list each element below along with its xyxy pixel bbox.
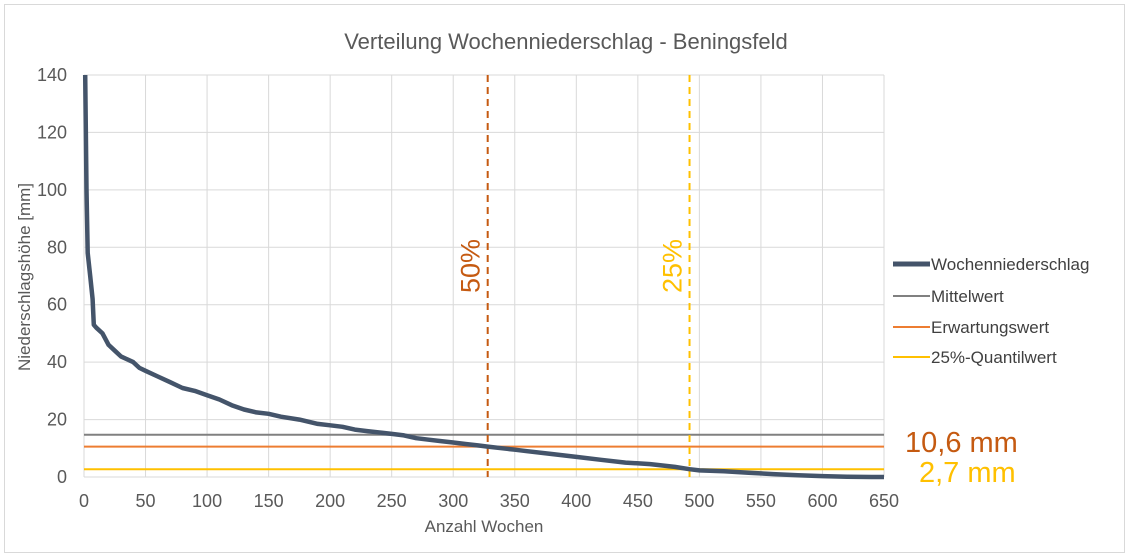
x-tick-label: 0 (79, 491, 89, 511)
value-annotation: 2,7 mm (919, 457, 1016, 489)
x-axis-title: Anzahl Wochen (425, 517, 544, 536)
y-tick-label: 120 (37, 122, 67, 142)
x-tick-label: 400 (561, 491, 591, 511)
y-tick-label: 0 (57, 467, 67, 487)
percentile-marker-label: 25% (658, 239, 688, 293)
x-tick-label: 350 (500, 491, 530, 511)
y-tick-label: 100 (37, 180, 67, 200)
grid (83, 74, 885, 478)
reference-lines (84, 433, 884, 471)
percentile-markers: 50% 25% (456, 75, 691, 477)
legend-label: Wochenniederschlag (931, 255, 1089, 274)
legend-label: Mittelwert (931, 287, 1004, 306)
x-tick-label: 500 (684, 491, 714, 511)
percentile-marker-label: 50% (456, 239, 486, 293)
x-tick-label: 250 (377, 491, 407, 511)
annotations: 10,6 mm2,7 mm (905, 427, 1018, 489)
legend: Wochenniederschlag Mittelwert Erwartungswe… (893, 255, 1089, 367)
legend-label: Erwartungswert (931, 318, 1049, 337)
x-tick-label: 50 (136, 491, 156, 511)
y-tick-label: 140 (37, 65, 67, 85)
chart-title: Verteilung Wochenniederschlag - Beningsf… (344, 29, 788, 54)
value-annotation: 10,6 mm (905, 427, 1018, 459)
series-layer (82, 74, 884, 480)
x-tick-label: 100 (192, 491, 222, 511)
legend-label: 25%-Quantilwert (931, 348, 1057, 367)
y-tick-label: 80 (47, 237, 67, 257)
y-tick-label: 20 (47, 410, 67, 430)
x-tick-label: 550 (746, 491, 776, 511)
x-tick-label: 300 (438, 491, 468, 511)
x-tick-label: 150 (254, 491, 284, 511)
x-tick-label: 650 (869, 491, 899, 511)
y-axis-title: Niederschlagshöhe [mm] (15, 183, 34, 371)
series-line-wochenniederschlag (82, 74, 884, 480)
y-tick-label: 40 (47, 352, 67, 372)
x-tick-label: 200 (315, 491, 345, 511)
y-tick-label: 60 (47, 295, 67, 315)
tick-labels: 0 50 100 150 200 250 300 350 400 450 500 550 600 650 0… (37, 65, 899, 511)
x-tick-label: 450 (623, 491, 653, 511)
chart-frame (4, 4, 1125, 553)
x-tick-label: 600 (807, 491, 837, 511)
